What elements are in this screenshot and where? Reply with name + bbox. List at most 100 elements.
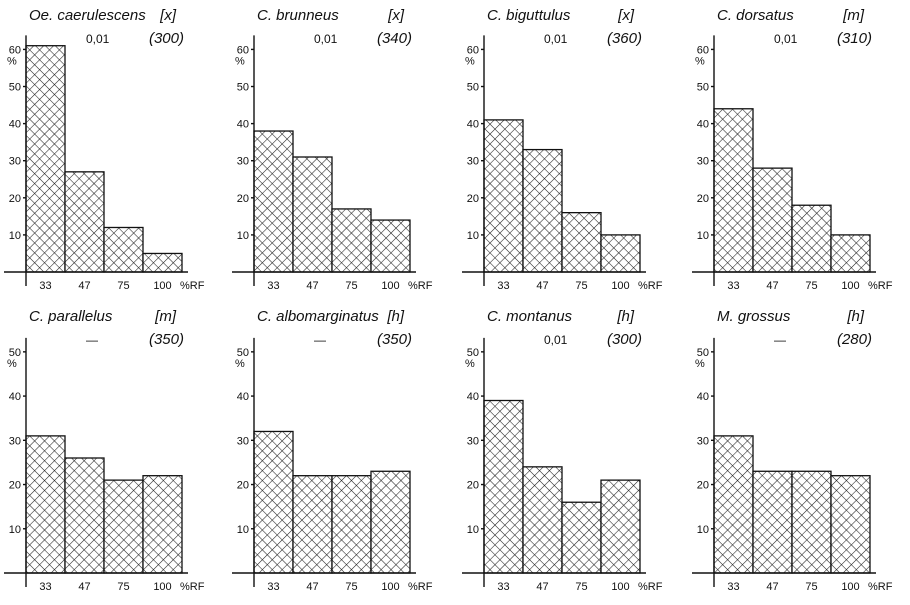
y-axis-unit: % [465,358,475,370]
y-tick-label: 30 [697,156,709,168]
y-tick-label: 40 [237,391,249,403]
habitat-tag: [h] [846,308,865,325]
significance-level: — [314,333,326,347]
x-tick-label: 33 [267,581,279,593]
x-tick-label: 100 [841,280,859,292]
histogram-bar [253,130,294,273]
y-tick-label: 50 [697,82,709,94]
significance-level: 0,01 [314,32,338,46]
y-axis-unit: % [695,358,705,370]
histogram-panel: 10 20 30 40 50% 33 47 75 100 %RF C. albomarginatus… [232,308,433,593]
habitat-tag: [x] [387,7,405,24]
habitat-tag: [m] [842,7,865,24]
histogram-bar [791,204,832,273]
histogram-panel: 10 20 30 40 50 60% 33 47 75 100 %RF C. dorsatus [m] 0… [692,7,893,292]
y-tick-label: 40 [9,391,21,403]
chart-title: C. dorsatus [717,7,794,24]
y-tick-label: 10 [467,230,479,242]
y-tick-label: 30 [467,156,479,168]
significance-level: 0,01 [86,32,110,46]
y-axis-unit: % [7,55,17,67]
chart-title: C. brunneus [257,7,339,24]
habitat-tag: [x] [159,7,177,24]
x-tick-label: 100 [153,581,171,593]
y-tick-label: 60 [237,44,249,56]
x-axis-unit: %RF [180,280,205,292]
sample-size: (350) [377,331,412,348]
y-tick-label: 10 [237,230,249,242]
sample-size: (310) [837,30,872,47]
x-tick-label: 75 [345,280,357,292]
histogram-bar [561,211,602,273]
y-tick-label: 50 [9,347,21,359]
sample-size: (350) [149,331,184,348]
x-tick-label: 47 [536,280,548,292]
histogram-bar [830,234,871,273]
x-tick-label: 75 [117,581,129,593]
histogram-bar [791,470,832,574]
x-tick-label: 75 [805,581,817,593]
y-tick-label: 60 [467,44,479,56]
x-axis-unit: %RF [638,581,663,593]
histogram-bar [600,479,641,574]
histogram-bar [64,171,105,273]
significance-level: — [86,333,98,347]
chart-title: M. grossus [717,308,791,325]
x-axis-unit: %RF [408,280,433,292]
y-tick-label: 60 [697,44,709,56]
histogram-bar [713,435,754,574]
x-axis-unit: %RF [868,280,893,292]
habitat-tag: [h] [386,308,405,325]
histogram-bar [830,475,871,574]
x-tick-label: 100 [381,280,399,292]
y-tick-label: 10 [9,230,21,242]
y-tick-label: 40 [237,119,249,131]
histogram-panel: 10 20 30 40 50% 33 47 75 100 %RF C. montanus [h] 0,0… [462,308,663,593]
histogram-bar [103,226,144,273]
y-tick-label: 10 [237,524,249,536]
sample-size: (300) [607,331,642,348]
histogram-bar [713,108,754,273]
histogram-bar [370,470,411,574]
y-tick-label: 50 [237,347,249,359]
chart-title: C. biguttulus [487,7,571,24]
x-tick-label: 100 [611,581,629,593]
y-tick-label: 40 [9,119,21,131]
x-axis-unit: %RF [868,581,893,593]
y-tick-label: 20 [697,480,709,492]
significance-level: 0,01 [544,32,568,46]
y-tick-label: 20 [237,193,249,205]
histogram-bar [64,457,105,574]
y-tick-label: 20 [9,480,21,492]
y-axis-unit: % [235,358,245,370]
x-axis-unit: %RF [180,581,205,593]
histogram-bar [752,470,793,574]
histogram-bar [600,234,641,273]
histogram-panel: 10 20 30 40 50 60% 33 47 75 100 %RF Oe. caerulescen… [4,7,205,292]
y-tick-label: 40 [467,391,479,403]
histogram-bar [25,45,66,273]
x-tick-label: 100 [381,581,399,593]
sample-size: (280) [837,331,872,348]
y-tick-label: 20 [467,480,479,492]
y-axis-unit: % [7,358,17,370]
sample-size: (300) [149,30,184,47]
x-tick-label: 75 [117,280,129,292]
y-tick-label: 10 [9,524,21,536]
x-tick-label: 75 [345,581,357,593]
histogram-bar [103,479,144,574]
x-tick-label: 47 [766,280,778,292]
histogram-panel: 10 20 30 40 50% 33 47 75 100 %RF C. parallelus [m] —… [4,308,205,593]
chart-title: C. montanus [487,308,573,325]
y-tick-label: 40 [697,119,709,131]
y-tick-label: 20 [237,480,249,492]
histogram-bar [370,219,411,273]
x-axis-unit: %RF [638,280,663,292]
y-tick-label: 20 [9,193,21,205]
histogram-bar [292,156,333,273]
y-tick-label: 40 [467,119,479,131]
y-axis-unit: % [235,55,245,67]
x-tick-label: 33 [267,280,279,292]
histogram-bar [292,475,333,574]
histogram-bar [253,430,294,574]
